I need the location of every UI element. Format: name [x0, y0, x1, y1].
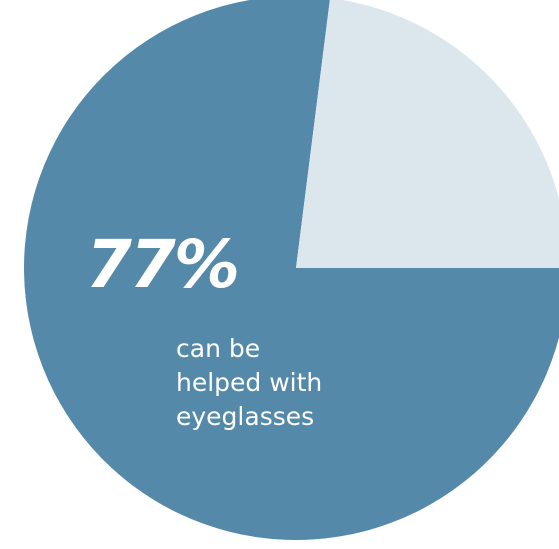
- pie-slice-remainder: [296, 0, 559, 268]
- pie-slice-majority: [24, 0, 559, 540]
- caption-line-1: can be: [176, 334, 261, 363]
- slice-caption: can be helped with eyeglasses: [176, 332, 396, 434]
- slice-percentage-label: 77%: [86, 226, 240, 303]
- caption-line-3: eyeglasses: [176, 402, 315, 431]
- caption-line-2: helped with: [176, 368, 323, 397]
